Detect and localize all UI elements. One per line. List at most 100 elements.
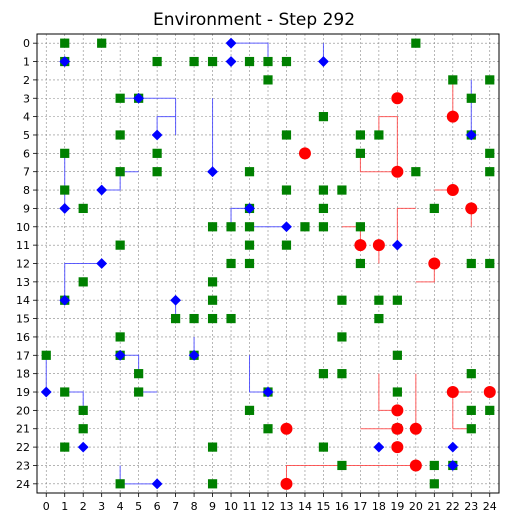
food-marker xyxy=(115,240,125,250)
blue-agent-marker xyxy=(170,294,181,306)
y-tick-label: 4 xyxy=(23,111,30,124)
x-tick-label: 2 xyxy=(80,500,87,513)
food-marker xyxy=(115,332,125,342)
food-marker xyxy=(337,460,347,471)
blue-agent-marker xyxy=(318,56,329,67)
y-tick-label: 7 xyxy=(23,166,30,179)
red-agent-marker xyxy=(372,239,385,252)
food-marker xyxy=(207,277,218,287)
food-marker xyxy=(466,93,476,103)
y-tick-label: 14 xyxy=(16,294,30,307)
y-tick-label: 23 xyxy=(16,459,30,472)
food-marker xyxy=(60,148,70,158)
y-tick-label: 19 xyxy=(16,386,30,399)
food-marker xyxy=(263,75,273,85)
food-marker xyxy=(244,167,255,177)
food-marker xyxy=(171,313,181,324)
red-agent-marker xyxy=(483,386,496,399)
blue-agent-marker xyxy=(447,441,459,453)
blue-agent-marker xyxy=(77,441,89,453)
food-marker xyxy=(485,148,495,158)
food-marker xyxy=(318,185,329,195)
food-marker xyxy=(244,222,255,232)
red-agent-marker xyxy=(391,165,404,178)
blue-agent-marker xyxy=(59,203,71,214)
food-marker xyxy=(60,38,70,48)
x-tick-label: 17 xyxy=(353,500,367,513)
red-agent-marker xyxy=(428,257,441,270)
x-tick-label: 4 xyxy=(117,500,124,513)
food-marker xyxy=(60,185,70,195)
food-marker xyxy=(318,112,329,122)
food-marker xyxy=(152,56,162,67)
food-marker xyxy=(134,387,144,397)
red-agent-marker xyxy=(354,239,367,252)
red-agent-trail xyxy=(359,153,398,173)
food-marker xyxy=(448,75,458,85)
food-marker xyxy=(485,405,495,415)
plot-frame xyxy=(36,33,500,494)
blue-agent-marker xyxy=(373,441,385,453)
food-marker xyxy=(485,258,495,269)
food-marker xyxy=(466,424,476,434)
food-marker xyxy=(115,130,125,140)
food-marker xyxy=(429,460,439,471)
food-marker xyxy=(374,130,384,140)
red-agent-marker xyxy=(446,386,459,399)
y-tick-label: 18 xyxy=(16,368,30,381)
red-agent-marker xyxy=(280,477,293,490)
food-marker xyxy=(374,313,384,324)
blue-agent-marker xyxy=(114,349,126,361)
y-tick-label: 10 xyxy=(16,221,30,234)
blue-agent-marker xyxy=(59,294,71,306)
blue-agent-marker xyxy=(40,386,52,398)
y-tick-label: 6 xyxy=(23,147,30,160)
blue-agent-marker xyxy=(465,129,477,141)
y-tick-label: 24 xyxy=(16,478,30,491)
food-marker xyxy=(244,258,255,269)
food-marker xyxy=(189,56,199,67)
blue-agent-trail xyxy=(64,263,84,301)
x-tick-label: 18 xyxy=(372,500,386,513)
food-marker xyxy=(392,387,402,397)
food-marker xyxy=(485,75,495,85)
x-tick-label: 9 xyxy=(209,500,216,513)
x-tick-label: 12 xyxy=(261,500,275,513)
food-marker xyxy=(337,332,347,342)
marker-layer xyxy=(40,37,496,490)
red-agent-trail xyxy=(378,373,398,411)
food-marker xyxy=(281,185,292,195)
y-tick-label: 0 xyxy=(23,37,30,50)
y-tick-label: 12 xyxy=(16,258,30,271)
food-marker xyxy=(244,405,255,415)
food-marker xyxy=(355,130,365,140)
red-agent-marker xyxy=(391,404,404,417)
food-marker xyxy=(134,369,144,379)
food-marker xyxy=(337,295,347,305)
blue-agent-marker xyxy=(281,221,292,233)
food-marker xyxy=(78,405,88,415)
blue-agent-trail xyxy=(120,354,140,374)
blue-agent-trail xyxy=(64,391,84,411)
food-marker xyxy=(115,167,125,177)
food-marker xyxy=(78,424,88,434)
food-marker xyxy=(466,405,476,415)
food-marker xyxy=(411,38,421,48)
food-marker xyxy=(78,277,88,287)
blue-agent-marker xyxy=(225,37,237,49)
food-marker xyxy=(485,167,495,177)
y-tick-label: 8 xyxy=(23,184,30,197)
food-marker xyxy=(374,295,384,305)
y-tick-label: 20 xyxy=(16,404,30,417)
red-agent-marker xyxy=(391,441,404,454)
food-marker xyxy=(392,295,402,305)
blue-agent-marker xyxy=(447,460,459,471)
red-agent-trail xyxy=(415,263,435,283)
food-marker xyxy=(300,222,310,232)
red-agent-marker xyxy=(391,92,404,105)
blue-agent-trail xyxy=(230,207,250,227)
food-marker xyxy=(207,442,218,452)
food-marker xyxy=(318,203,329,214)
food-marker xyxy=(207,56,218,67)
